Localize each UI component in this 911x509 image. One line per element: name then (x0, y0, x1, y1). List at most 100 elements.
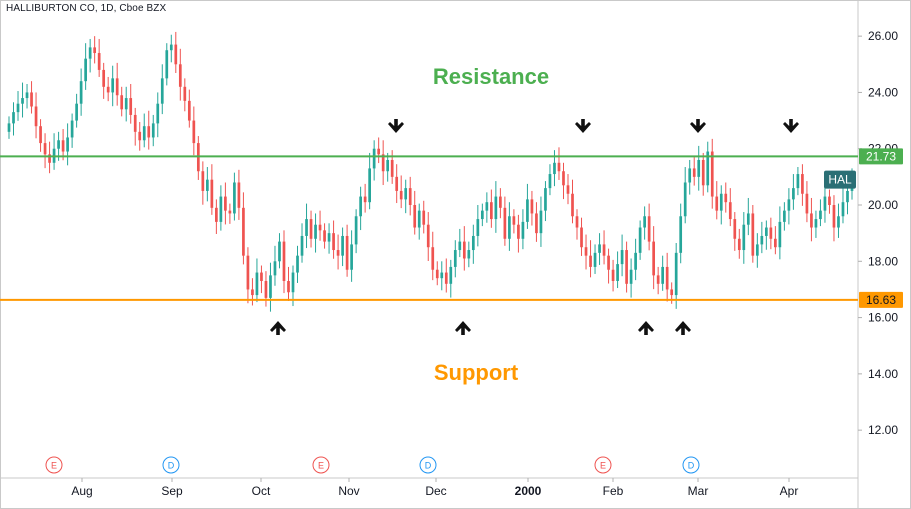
candle-body (251, 289, 254, 296)
x-tick-label: Aug (71, 484, 92, 498)
candle-body (652, 241, 655, 276)
candle-body (120, 95, 124, 110)
candle-body (25, 92, 29, 99)
candle-body (665, 266, 669, 290)
candle-body (819, 210, 822, 220)
candle-body (169, 44, 173, 51)
candle-body (115, 78, 119, 96)
candle-body (224, 196, 227, 211)
candle-body (485, 202, 489, 211)
candle-body (260, 272, 263, 281)
resistance-price-tag (859, 148, 903, 165)
down-arrow-icon (690, 119, 706, 133)
candle-body (61, 140, 65, 152)
candle-body (688, 168, 692, 183)
candle-body (431, 247, 435, 270)
event-marker-icon[interactable] (45, 456, 63, 474)
up-arrow-icon-shape (270, 321, 286, 335)
candle-body (291, 272, 295, 293)
event-marker-icon[interactable] (419, 456, 437, 474)
candle-body (368, 168, 371, 203)
candle-body (174, 44, 178, 65)
candle-body (309, 219, 313, 239)
candle-body (408, 188, 412, 206)
candle-body (692, 168, 696, 177)
candle-body (710, 151, 714, 197)
event-marker-icon[interactable] (682, 456, 700, 474)
event-marker-icon[interactable] (312, 456, 330, 474)
candle-body (237, 182, 241, 208)
event-marker-icon[interactable] (162, 456, 180, 474)
candle-body (151, 123, 155, 138)
candle-body (805, 193, 809, 214)
candle-body (93, 47, 97, 54)
candle-body (66, 137, 69, 152)
candle-body (841, 202, 845, 217)
candle-body (656, 275, 660, 284)
y-tick-label: 26.00 (868, 29, 898, 43)
candle-body (305, 219, 308, 236)
candle-body (449, 266, 453, 284)
x-tick-label: Apr (780, 484, 799, 498)
candle-body (719, 193, 723, 211)
candle-body (273, 261, 277, 276)
symbol-badge-label: HAL (828, 173, 852, 187)
candle-body (75, 103, 78, 121)
candle-body (526, 199, 529, 222)
symbol-badge (824, 170, 856, 189)
candle-body (535, 213, 538, 234)
down-arrow-icon-shape (575, 119, 591, 133)
candle-body (323, 230, 326, 242)
candle-body (359, 196, 362, 217)
candle-body (417, 210, 421, 228)
candle-body (341, 235, 344, 256)
support-title: Support (434, 360, 519, 385)
y-tick-label: 16.00 (868, 311, 898, 325)
candle-body (810, 213, 813, 228)
candle-body (661, 266, 665, 284)
candle-body (84, 58, 87, 82)
candle-body (269, 275, 272, 298)
candle-body (210, 179, 214, 208)
candle-body (160, 78, 164, 104)
candle-body (187, 100, 191, 121)
candle-body (102, 69, 106, 87)
candle-body (760, 235, 764, 245)
candle-body (242, 207, 245, 256)
candle-body (544, 188, 547, 211)
candle-body (282, 241, 286, 281)
candle-body (625, 250, 628, 284)
y-tick-label: 12.00 (868, 423, 898, 437)
labels: HAL Resistance Support (433, 64, 856, 385)
candle-body (399, 190, 403, 200)
candle-body (453, 250, 457, 267)
candle-body (156, 103, 160, 124)
candles (7, 31, 854, 312)
candle-body (557, 162, 561, 172)
up-arrow-icon (455, 321, 471, 335)
up-arrow-icon (638, 321, 654, 335)
candle-body (296, 255, 299, 273)
candle-body (246, 255, 250, 290)
candle-body (395, 176, 399, 191)
candle-body (755, 244, 759, 256)
candle-body (530, 199, 534, 214)
resistance-title: Resistance (433, 64, 549, 89)
candle-body (774, 238, 777, 248)
candle-body (616, 264, 619, 281)
resistance-price-label: 21.73 (866, 149, 896, 163)
candle-body (548, 174, 552, 189)
candle-body (697, 159, 701, 177)
candle-body (178, 64, 182, 87)
candle-body (201, 171, 205, 191)
candle-body (287, 280, 290, 293)
x-tick-label: Nov (338, 484, 359, 498)
candle-body (97, 53, 101, 70)
candle-body (147, 126, 151, 138)
event-marker-icon[interactable] (594, 456, 612, 474)
candle-body (620, 250, 624, 265)
candle-body (192, 120, 196, 144)
candle-body (832, 205, 836, 228)
candle-body (728, 202, 732, 220)
